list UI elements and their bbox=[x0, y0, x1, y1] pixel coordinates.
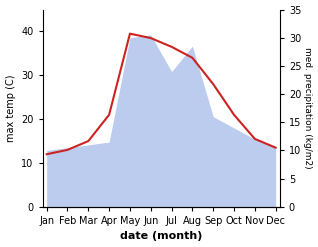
Y-axis label: max temp (C): max temp (C) bbox=[5, 74, 16, 142]
X-axis label: date (month): date (month) bbox=[120, 231, 202, 242]
Y-axis label: med. precipitation (kg/m2): med. precipitation (kg/m2) bbox=[303, 47, 313, 169]
